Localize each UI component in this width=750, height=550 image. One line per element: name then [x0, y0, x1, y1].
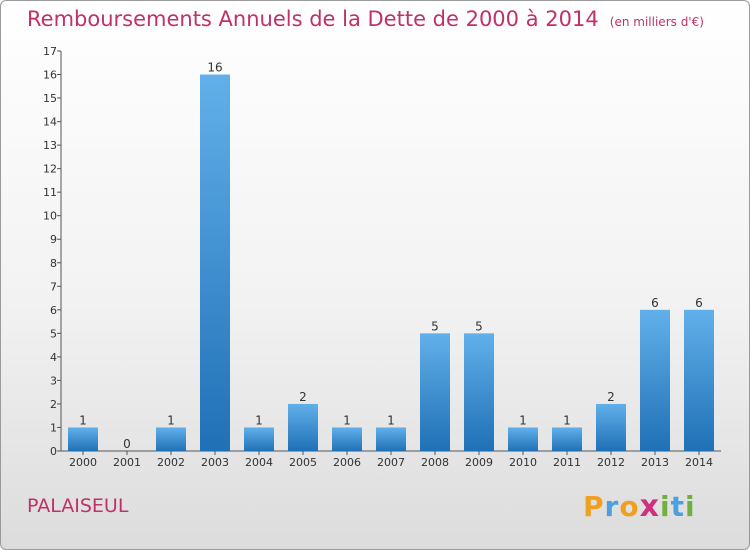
- y-tick-label: 7: [50, 280, 57, 293]
- y-tick-label: 9: [50, 233, 57, 246]
- bar-2002: [156, 427, 186, 451]
- bar-2004: [244, 427, 274, 451]
- y-tick-label: 17: [43, 45, 57, 58]
- y-tick-label: 5: [50, 327, 57, 340]
- y-tick-label: 2: [50, 398, 57, 411]
- y-tick-label: 8: [50, 257, 57, 270]
- value-label-2007: 1: [387, 413, 395, 427]
- value-label-2006: 1: [343, 413, 351, 427]
- value-label-2001: 0: [123, 437, 131, 451]
- value-label-2008: 5: [431, 319, 439, 333]
- bar-2007: [376, 427, 406, 451]
- x-tick-label: 2000: [69, 456, 97, 469]
- value-label-2003: 16: [207, 61, 222, 75]
- x-tick-label: 2002: [157, 456, 185, 469]
- value-label-2009: 5: [475, 319, 483, 333]
- value-label-2002: 1: [167, 413, 175, 427]
- bar-2011: [552, 427, 582, 451]
- y-tick-label: 16: [43, 69, 57, 82]
- y-tick-label: 13: [43, 139, 57, 152]
- chart-title: Remboursements Annuels de la Dette de 20…: [27, 7, 704, 31]
- logo-letter: x: [639, 489, 660, 524]
- city-name: PALAISEUL: [27, 495, 129, 517]
- logo-letter: P: [583, 490, 605, 523]
- x-tick-label: 2011: [553, 456, 581, 469]
- y-tick-label: 12: [43, 163, 57, 176]
- y-tick-label: 10: [43, 210, 57, 223]
- y-tick-label: 3: [50, 374, 57, 387]
- value-label-2011: 1: [563, 413, 571, 427]
- bar-2000: [68, 427, 98, 451]
- x-tick-label: 2007: [377, 456, 405, 469]
- x-tick-label: 2009: [465, 456, 493, 469]
- bar-2006: [332, 427, 362, 451]
- logo-letter: r: [604, 490, 620, 523]
- value-label-2012: 2: [607, 390, 615, 404]
- bar-2010: [508, 427, 538, 451]
- x-tick-label: 2013: [641, 456, 669, 469]
- value-label-2000: 1: [79, 413, 87, 427]
- logo-letter: i: [684, 490, 696, 523]
- value-label-2013: 6: [651, 296, 659, 310]
- bar-2014: [684, 309, 714, 451]
- y-tick-label: 4: [50, 351, 57, 364]
- value-label-2014: 6: [695, 296, 703, 310]
- x-tick-label: 2008: [421, 456, 449, 469]
- x-tick-label: 2006: [333, 456, 361, 469]
- value-label-2004: 1: [255, 413, 263, 427]
- value-label-2005: 2: [299, 390, 307, 404]
- x-tick-label: 2003: [201, 456, 229, 469]
- y-tick-label: 15: [43, 92, 57, 105]
- y-tick-label: 14: [43, 116, 57, 129]
- y-tick-label: 6: [50, 304, 57, 317]
- logo-letter: o: [619, 490, 640, 523]
- y-tick-label: 0: [50, 445, 57, 458]
- value-labels: 1 0 1 16 1 2 1 1 5 5 1 1 2 6 6: [79, 61, 703, 451]
- bar-2005: [288, 403, 318, 451]
- bar-2008: [420, 333, 450, 451]
- bar-2009: [464, 333, 494, 451]
- y-tick-label: 1: [50, 421, 57, 434]
- bars: [68, 74, 714, 451]
- bar-2003: [200, 74, 230, 451]
- bar-2013: [640, 309, 670, 451]
- logo-letter: t: [670, 490, 685, 523]
- x-tick-label: 2010: [509, 456, 537, 469]
- x-tick-label: 2004: [245, 456, 273, 469]
- title-unit: (en milliers d'€): [609, 15, 704, 29]
- x-tick-label: 2001: [113, 456, 141, 469]
- logo-letter: i: [659, 490, 671, 523]
- value-label-2010: 1: [519, 413, 527, 427]
- y-tick-label: 11: [43, 186, 57, 199]
- x-tick-label: 2005: [289, 456, 317, 469]
- proxiti-logo[interactable]: Proxiti: [583, 489, 696, 524]
- x-tick-label: 2012: [597, 456, 625, 469]
- x-tick-label: 2014: [685, 456, 713, 469]
- title-text: Remboursements Annuels de la Dette de 20…: [27, 7, 599, 31]
- bar-2012: [596, 403, 626, 451]
